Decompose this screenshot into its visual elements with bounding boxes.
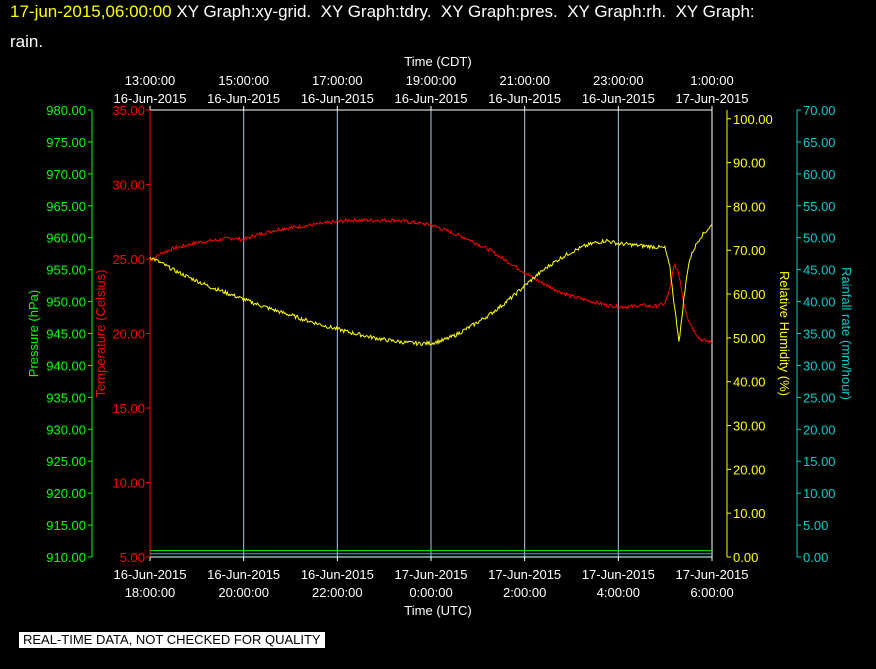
pressure-tick-label: 965.00 [46,199,86,214]
bottom-axis-title: Time (UTC) [404,603,471,618]
pressure-tick-label: 925.00 [46,454,86,469]
top-date-label: 16-Jun-2015 [582,91,655,106]
pressure-tick-label: 960.00 [46,231,86,246]
temperature-axis-title: Temperature (Celsius) [93,270,108,398]
top-time-label: 21:00:00 [499,73,550,88]
bottom-time-label: 0:00:00 [409,585,452,600]
rainfall-tick-label: 45.00 [803,263,836,278]
humidity-axis-title: Relative Humidity (%) [777,271,792,396]
bottom-time-label: 6:00:00 [690,585,733,600]
humidity-tick-label: 40.00 [733,375,766,390]
bottom-date-label: 16-Jun-2015 [301,567,374,582]
bottom-time-label: 4:00:00 [597,585,640,600]
rainfall-tick-label: 35.00 [803,327,836,342]
humidity-tick-label: 0.00 [733,550,758,565]
quality-notice: REAL-TIME DATA, NOT CHECKED FOR QUALITY [19,632,325,648]
humidity-tick-label: 100.00 [733,112,773,127]
humidity-series-line [149,223,713,347]
temperature-tick-label: 5.00 [120,550,145,565]
rainfall-tick-label: 25.00 [803,390,836,405]
top-date-label: 17-Jun-2015 [676,91,749,106]
title-timestamp: 17-jun-2015,06:00:00 [10,2,172,21]
humidity-tick-label: 30.00 [733,419,766,434]
pressure-tick-label: 910.00 [46,550,86,565]
temperature-series-line [149,217,713,345]
axis-labels: 13:00:00 16-Jun-2015 15:00:00 16-Jun-2015 17… [26,54,854,618]
pressure-tick-label: 915.00 [46,518,86,533]
bottom-date-label: 17-Jun-2015 [488,567,561,582]
rainfall-tick-label: 55.00 [803,199,836,214]
rainfall-tick-label: 50.00 [803,231,836,246]
top-time-label: 1:00:00 [690,73,733,88]
pressure-axis-title: Pressure (hPa) [26,290,41,377]
pressure-tick-label: 955.00 [46,263,86,278]
temperature-tick-label: 35.00 [112,103,145,118]
bottom-date-label: 16-Jun-2015 [207,567,280,582]
rainfall-tick-label: 30.00 [803,358,836,373]
title-graph-list: XY Graph:xy-grid. XY Graph:tdry. XY Grap… [171,2,755,21]
pressure-tick-label: 980.00 [46,103,86,118]
top-axis-title: Time (CDT) [404,54,471,69]
bottom-time-label: 2:00:00 [503,585,546,600]
temperature-tick-label: 25.00 [112,252,145,267]
rainfall-tick-label: 60.00 [803,167,836,182]
temperature-tick-label: 15.00 [112,401,145,416]
top-date-label: 16-Jun-2015 [301,91,374,106]
humidity-tick-label: 70.00 [733,243,766,258]
rainfall-tick-label: 40.00 [803,295,836,310]
top-time-label: 15:00:00 [218,73,269,88]
top-date-label: 16-Jun-2015 [114,91,187,106]
series-lines [149,217,713,555]
rainfall-tick-label: 10.00 [803,486,836,501]
axes [88,106,801,561]
bottom-time-label: 20:00:00 [218,585,269,600]
pressure-tick-label: 920.00 [46,486,86,501]
humidity-tick-label: 90.00 [733,156,766,171]
rainfall-tick-label: 65.00 [803,135,836,150]
top-time-label: 23:00:00 [593,73,644,88]
pressure-tick-label: 975.00 [46,135,86,150]
bottom-date-label: 17-Jun-2015 [676,567,749,582]
rainfall-tick-label: 70.00 [803,103,836,118]
rainfall-tick-label: 0.00 [803,550,828,565]
rainfall-tick-label: 20.00 [803,422,836,437]
bottom-date-label: 16-Jun-2015 [114,567,187,582]
top-date-label: 16-Jun-2015 [207,91,280,106]
chart-title-continued: rain. [10,32,44,51]
pressure-tick-label: 945.00 [46,327,86,342]
top-time-label: 13:00:00 [125,73,176,88]
bottom-date-label: 17-Jun-2015 [582,567,655,582]
humidity-tick-label: 80.00 [733,199,766,214]
rainfall-tick-label: 15.00 [803,454,836,469]
top-date-label: 16-Jun-2015 [488,91,561,106]
rainfall-axis-title: Rainfall rate (mm/hour) [839,267,854,400]
temperature-tick-label: 30.00 [112,178,145,193]
temperature-tick-label: 20.00 [112,327,145,342]
temperature-tick-label: 10.00 [112,476,145,491]
pressure-tick-label: 935.00 [46,390,86,405]
pressure-tick-label: 930.00 [46,422,86,437]
grid [243,110,619,557]
humidity-tick-label: 10.00 [733,506,766,521]
pressure-tick-label: 940.00 [46,358,86,373]
rainfall-tick-label: 5.00 [803,518,828,533]
bottom-time-label: 18:00:00 [125,585,176,600]
bottom-date-label: 17-Jun-2015 [395,567,468,582]
bottom-time-label: 22:00:00 [312,585,363,600]
top-date-label: 16-Jun-2015 [395,91,468,106]
humidity-tick-label: 20.00 [733,462,766,477]
top-time-label: 17:00:00 [312,73,363,88]
pressure-tick-label: 950.00 [46,295,86,310]
pressure-tick-label: 970.00 [46,167,86,182]
top-time-label: 19:00:00 [406,73,457,88]
chart-title: 17-jun-2015,06:00:00 XY Graph:xy-grid. X… [10,2,755,22]
humidity-tick-label: 50.00 [733,331,766,346]
humidity-tick-label: 60.00 [733,287,766,302]
